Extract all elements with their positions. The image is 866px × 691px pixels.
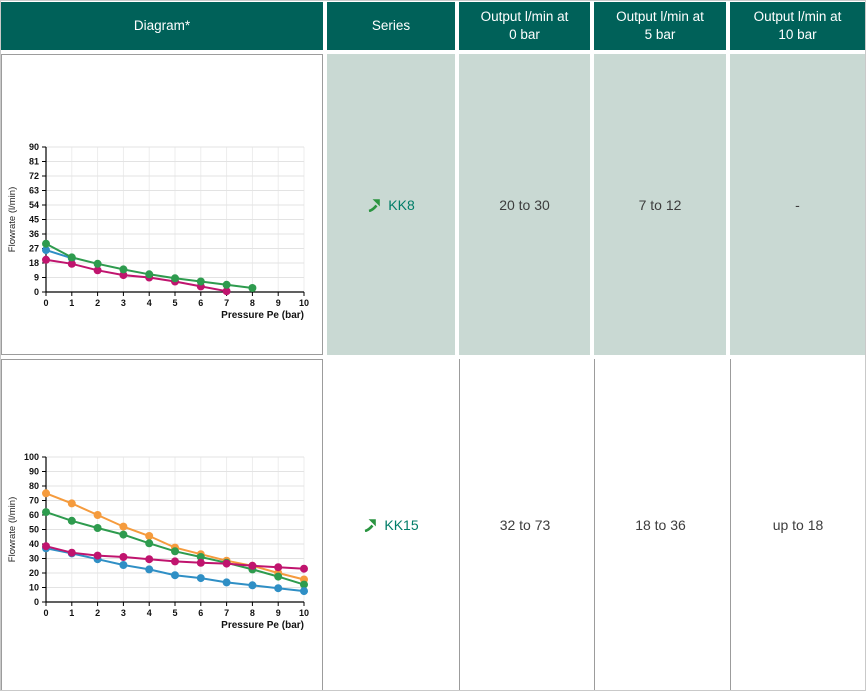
output-0bar-kk15: 32 to 73 — [459, 359, 590, 690]
svg-text:63: 63 — [29, 185, 39, 195]
arrow-up-right-icon — [368, 198, 381, 212]
series-link-kk8[interactable]: KK8 — [367, 196, 415, 213]
output-0bar-kk8: 20 to 30 — [459, 54, 590, 355]
svg-text:45: 45 — [29, 214, 39, 224]
output-5bar-kk8: 7 to 12 — [594, 54, 726, 355]
series-link-kk15[interactable]: KK15 — [363, 517, 419, 533]
svg-text:2: 2 — [95, 298, 100, 308]
svg-text:90: 90 — [29, 467, 39, 477]
svg-text:90: 90 — [29, 142, 39, 152]
flowrate-chart-kk15: 0 10 20 30 40 50 60 70 80 90 100 0 1 2 3 4 5 6 7 8 9 10 Pressu… — [6, 445, 320, 635]
svg-text:18: 18 — [29, 258, 39, 268]
output-10bar-kk8: - — [730, 54, 865, 355]
series-cell-kk8: KK8 — [327, 54, 455, 355]
svg-text:0: 0 — [34, 287, 39, 297]
header-label: Output l/min at — [480, 9, 569, 25]
svg-text:72: 72 — [29, 171, 39, 181]
col-header-diagram: Diagram* — [1, 2, 323, 50]
svg-text:0: 0 — [43, 608, 48, 618]
svg-text:80: 80 — [29, 481, 39, 491]
svg-text:9: 9 — [276, 298, 281, 308]
svg-text:2: 2 — [95, 608, 100, 618]
svg-text:8: 8 — [250, 608, 255, 618]
svg-text:40: 40 — [29, 539, 39, 549]
svg-text:36: 36 — [29, 229, 39, 239]
svg-text:Pressure Pe (bar): Pressure Pe (bar) — [221, 620, 304, 630]
svg-text:20: 20 — [29, 568, 39, 578]
svg-text:9: 9 — [34, 272, 39, 282]
arrow-up-right-icon — [365, 519, 377, 532]
output-5bar-kk15: 18 to 36 — [594, 359, 726, 690]
svg-text:60: 60 — [29, 510, 39, 520]
svg-text:6: 6 — [198, 298, 203, 308]
svg-text:4: 4 — [147, 608, 152, 618]
svg-text:50: 50 — [29, 525, 39, 535]
diagram-cell-kk8: 0 9 18 27 36 45 54 63 72 81 90 0 1 2 3 4 5 6 7 8 9 10 Pressure… — [1, 54, 323, 355]
svg-text:81: 81 — [29, 156, 39, 166]
flowrate-chart-kk8: 0 9 18 27 36 45 54 63 72 81 90 0 1 2 3 4 5 6 7 8 9 10 Pressure… — [6, 135, 320, 325]
diagram-cell-kk15: 0 10 20 30 40 50 60 70 80 90 100 0 1 2 3 4 5 6 7 8 9 10 Pressu… — [1, 359, 323, 690]
svg-text:6: 6 — [198, 608, 203, 618]
svg-text:Pressure Pe (bar): Pressure Pe (bar) — [221, 310, 304, 320]
svg-text:5: 5 — [172, 608, 177, 618]
svg-text:1: 1 — [69, 298, 74, 308]
series-label: KK15 — [384, 517, 419, 533]
svg-text:8: 8 — [250, 298, 255, 308]
svg-text:100: 100 — [24, 452, 39, 462]
svg-text:9: 9 — [276, 608, 281, 618]
svg-text:3: 3 — [121, 298, 126, 308]
header-label: Output l/min at — [616, 9, 704, 25]
col-header-output-10bar: Output l/min at 10 bar — [730, 2, 865, 50]
output-10bar-kk15: up to 18 — [730, 359, 865, 690]
svg-text:70: 70 — [29, 496, 39, 506]
svg-text:10: 10 — [299, 608, 309, 618]
svg-text:30: 30 — [29, 554, 39, 564]
svg-text:10: 10 — [299, 298, 309, 308]
svg-text:Flowrate (l/min): Flowrate (l/min) — [7, 497, 18, 562]
svg-text:3: 3 — [121, 608, 126, 618]
svg-text:27: 27 — [29, 243, 39, 253]
header-label: Diagram* — [133, 18, 191, 34]
svg-text:1: 1 — [69, 608, 74, 618]
svg-text:4: 4 — [147, 298, 152, 308]
svg-text:5: 5 — [172, 298, 177, 308]
col-header-output-0bar: Output l/min at 0 bar — [459, 2, 590, 50]
series-cell-kk15: KK15 — [327, 359, 455, 690]
header-label: Series — [371, 18, 411, 34]
col-header-output-5bar: Output l/min at 5 bar — [594, 2, 726, 50]
svg-text:7: 7 — [224, 608, 229, 618]
svg-text:10: 10 — [29, 583, 39, 593]
col-header-series: Series — [327, 2, 455, 50]
svg-text:0: 0 — [43, 298, 48, 308]
header-label: Output l/min at — [753, 9, 842, 25]
svg-text:0: 0 — [34, 597, 39, 607]
svg-text:Flowrate (l/min): Flowrate (l/min) — [7, 186, 18, 251]
series-label: KK8 — [388, 196, 415, 213]
svg-text:7: 7 — [224, 298, 229, 308]
line-chart-svg: 0 10 20 30 40 50 60 70 80 90 100 0 1 2 3 4 5 6 7 8 9 10 Pressu… — [7, 452, 309, 631]
svg-text:54: 54 — [29, 200, 39, 210]
